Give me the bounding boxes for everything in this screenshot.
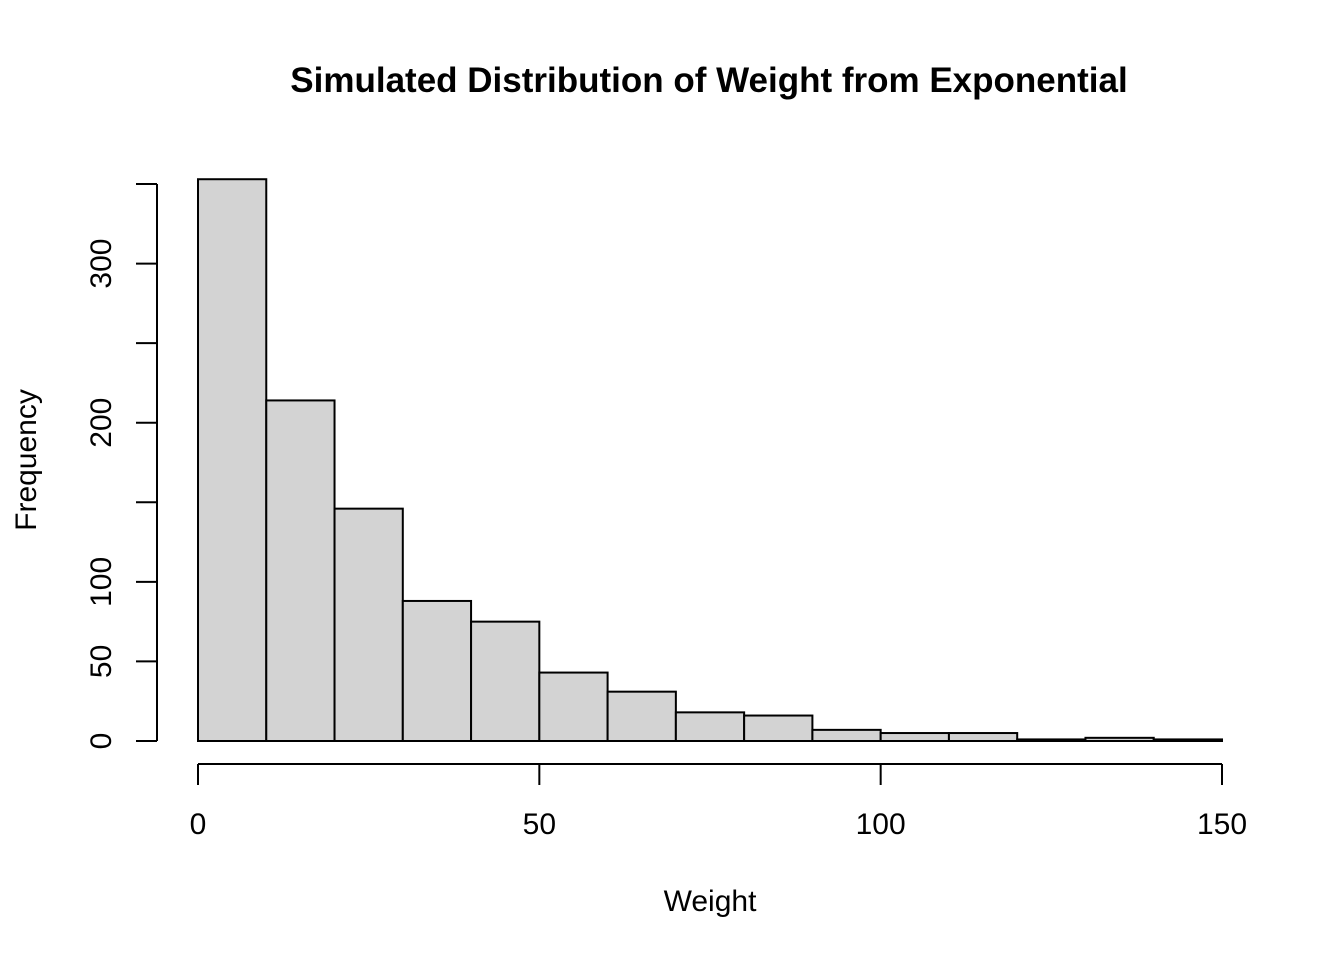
x-tick-label: 100 — [856, 808, 906, 841]
x-axis: 0 50 100 150 — [190, 763, 1247, 841]
histogram-bar — [811, 728, 882, 742]
histogram-bar — [879, 732, 950, 742]
histogram-bar — [470, 620, 541, 743]
histogram-bar — [538, 671, 609, 742]
y-tick-label: 200 — [85, 398, 118, 448]
x-tick-label: 50 — [523, 808, 556, 841]
histogram-bar — [197, 178, 268, 742]
histogram-bar — [606, 690, 677, 742]
y-tick-label: 0 — [85, 733, 118, 750]
histogram-bar — [333, 507, 404, 742]
histogram-bar — [947, 732, 1019, 742]
bars-group — [197, 178, 1223, 743]
y-tick-label: 50 — [85, 645, 118, 678]
y-axis-label: Frequency — [10, 389, 43, 531]
histogram-bar — [265, 399, 336, 742]
y-tick-label: 100 — [85, 557, 118, 607]
y-axis: 0 50 100 200 300 — [85, 183, 158, 750]
x-axis-label: Weight — [664, 885, 757, 918]
histogram-bar — [401, 599, 473, 742]
histogram-bar — [1152, 738, 1223, 742]
histogram-bar — [1016, 738, 1087, 742]
x-tick-label: 150 — [1197, 808, 1247, 841]
x-tick-label: 0 — [190, 808, 207, 841]
histogram-bar — [1084, 736, 1155, 742]
histogram-bar — [743, 714, 814, 743]
y-tick-label: 300 — [85, 239, 118, 289]
histogram-bar — [674, 711, 746, 743]
chart-title: Simulated Distribution of Weight from Ex… — [290, 61, 1127, 100]
